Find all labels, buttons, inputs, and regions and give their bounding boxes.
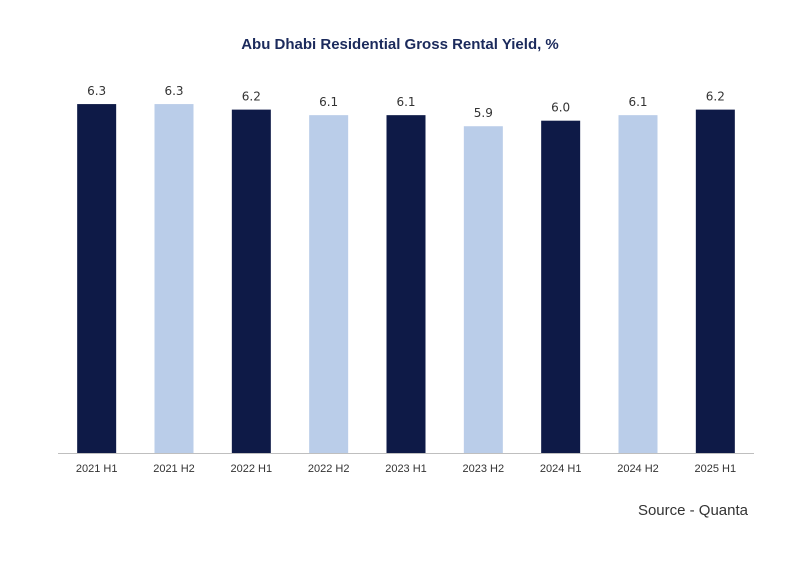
bar-8 bbox=[695, 109, 735, 453]
x-tick-label-2: 2022 H1 bbox=[231, 463, 273, 475]
bar-2 bbox=[231, 109, 271, 453]
bar-7 bbox=[618, 115, 658, 454]
bar-6 bbox=[541, 120, 581, 453]
data-label-4: 6.1 bbox=[396, 95, 415, 109]
bar-3 bbox=[309, 115, 349, 454]
data-label-1: 6.3 bbox=[164, 84, 183, 98]
x-tick-label-4: 2023 H1 bbox=[385, 463, 427, 475]
bars-group bbox=[77, 104, 735, 454]
source-note: Source - Quanta bbox=[637, 502, 748, 519]
data-label-0: 6.3 bbox=[87, 84, 106, 98]
chart-title: Abu Dhabi Residential Gross Rental Yield… bbox=[241, 36, 559, 53]
bar-5 bbox=[463, 126, 503, 453]
x-tick-label-1: 2021 H2 bbox=[153, 463, 195, 475]
tick-labels-group: 2021 H1 2021 H2 2022 H1 2022 H2 2023 H1 2023 … bbox=[76, 463, 736, 475]
x-tick-label-0: 2021 H1 bbox=[76, 463, 118, 475]
data-label-2: 6.2 bbox=[242, 90, 261, 104]
x-tick-label-5: 2023 H2 bbox=[463, 463, 505, 475]
bar-4 bbox=[386, 115, 426, 454]
x-tick-label-7: 2024 H2 bbox=[617, 463, 659, 475]
data-label-7: 6.1 bbox=[628, 95, 647, 109]
x-tick-label-8: 2025 H1 bbox=[695, 463, 737, 475]
data-label-8: 6.2 bbox=[706, 90, 725, 104]
data-label-6: 6.0 bbox=[551, 101, 570, 115]
data-label-5: 5.9 bbox=[474, 106, 493, 120]
value-labels-group: 6.3 6.3 6.2 6.1 6.1 5.9 6.0 6.1 6.2 bbox=[87, 84, 725, 120]
data-label-3: 6.1 bbox=[319, 95, 338, 109]
x-tick-label-3: 2022 H2 bbox=[308, 463, 350, 475]
bar-0 bbox=[77, 104, 117, 454]
x-tick-label-6: 2024 H1 bbox=[540, 463, 582, 475]
bar-1 bbox=[154, 104, 194, 454]
